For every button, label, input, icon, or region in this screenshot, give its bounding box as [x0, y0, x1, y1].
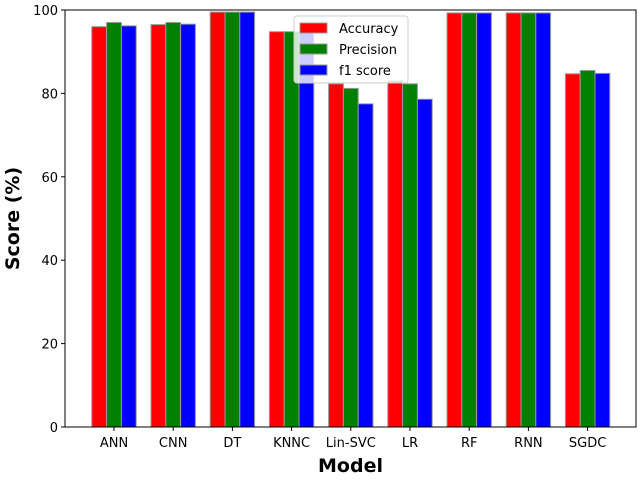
x-tick-label: DT: [223, 436, 241, 451]
bar-f1-score-rf: [476, 12, 492, 428]
bar-accuracy-dt: [209, 11, 226, 428]
legend-label: f1 score: [339, 64, 391, 79]
y-axis-title: Score (%): [2, 167, 24, 270]
bar-precision-rf: [461, 12, 478, 428]
bar-f1-score-knnc: [298, 32, 315, 428]
x-tick-label: KNNC: [273, 436, 310, 451]
bar-precision-knnc: [283, 31, 300, 428]
bar-accuracy-rf: [446, 12, 463, 428]
x-tick-label: LR: [402, 436, 418, 451]
bar-precision-sgdc: [579, 69, 596, 428]
x-tick-label: SGDC: [569, 436, 606, 451]
bar-f1-score-lin-svc: [357, 103, 374, 428]
legend: Accuracy Precision f1 score: [293, 15, 409, 84]
legend-label: Accuracy: [339, 22, 399, 37]
bar-precision-dt: [224, 11, 241, 428]
y-tick-label: 40: [41, 254, 58, 269]
bar-precision-cnn: [165, 22, 182, 428]
bar-accuracy-lin-svc: [328, 83, 344, 428]
y-tick-label: 100: [33, 4, 58, 19]
bar-f1-score-cnn: [180, 23, 196, 428]
bar-f1-score-lr: [416, 98, 433, 428]
bar-accuracy-knnc: [268, 31, 285, 428]
y-axis: 0 20 40 60 80 100: [33, 4, 65, 436]
bars-group: [91, 11, 611, 428]
x-tick-label: RF: [461, 436, 478, 451]
x-tick-label: CNN: [159, 436, 188, 451]
bar-f1-score-sgdc: [594, 72, 611, 428]
x-tick-label: Lin-SVC: [326, 436, 376, 451]
legend-swatch: [299, 64, 328, 76]
legend-label: Precision: [339, 43, 397, 58]
bar-precision-ann: [106, 22, 122, 428]
x-tick-label: ANN: [100, 436, 128, 451]
y-tick-label: 60: [41, 171, 58, 186]
bar-accuracy-rnn: [505, 12, 522, 428]
bar-f1-score-rnn: [535, 12, 552, 428]
y-tick-label: 20: [41, 338, 58, 353]
y-tick-label: 80: [41, 87, 58, 102]
bar-precision-lr: [402, 83, 418, 428]
legend-swatch: [299, 43, 328, 55]
x-axis: ANN CNN DT KNNC Lin-SVC LR RF RNN SGDC: [100, 427, 606, 451]
bar-accuracy-lr: [387, 80, 404, 428]
bar-precision-rnn: [520, 12, 537, 428]
bar-f1-score-ann: [120, 25, 137, 428]
bar-precision-lin-svc: [342, 87, 359, 428]
legend-swatch: [299, 22, 328, 34]
y-tick-label: 0: [50, 421, 58, 436]
bar-accuracy-ann: [91, 26, 108, 428]
bar-f1-score-dt: [239, 11, 256, 428]
bar-accuracy-cnn: [150, 24, 167, 428]
x-tick-label: RNN: [514, 436, 542, 451]
bar-accuracy-sgdc: [564, 73, 581, 428]
x-axis-title: Model: [318, 455, 383, 477]
